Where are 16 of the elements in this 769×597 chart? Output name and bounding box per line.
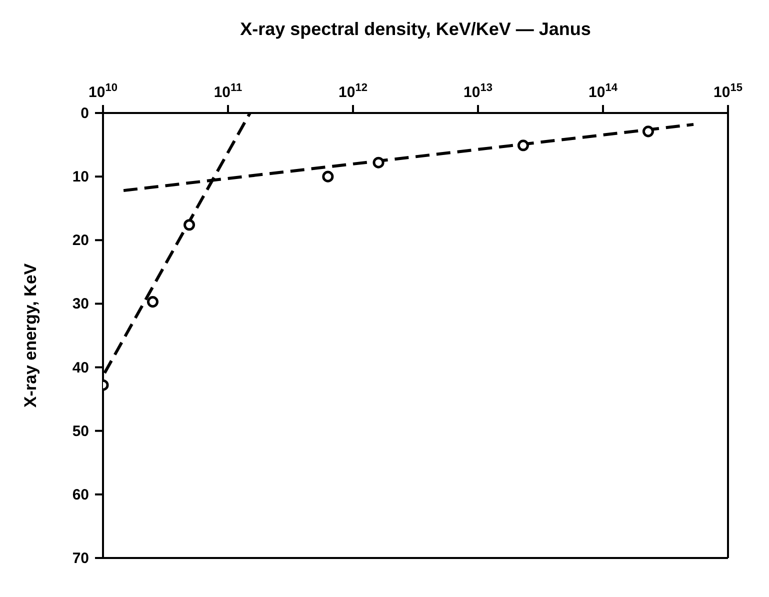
- x-tick-label: 10$^{13}$: [464, 82, 492, 101]
- x-tick-label: 10$^{11}$: [214, 82, 242, 101]
- y-axis-title: X-ray energy, KeV: [21, 262, 40, 408]
- y-tick-label: 50: [72, 422, 89, 440]
- y-tick-label: 60: [72, 486, 89, 504]
- y-tick-label: 70: [72, 550, 89, 567]
- x-axis-title: X-ray spectral density, KeV/KeV — Janus: [240, 18, 591, 39]
- x-tick-label: 10$^{14}$: [588, 82, 618, 101]
- x-tick-label: 10$^{15}$: [714, 82, 742, 101]
- y-tick-label: 40: [72, 359, 89, 376]
- y-tick-label: 30: [72, 296, 89, 313]
- y-tick-label: 0: [80, 105, 89, 122]
- y-tick-label: 10: [72, 168, 89, 186]
- y-tick-label: 20: [72, 232, 89, 250]
- x-tick-label: 10$^{12}$: [338, 82, 368, 101]
- x-tick-label: 10$^{10}$: [88, 82, 118, 101]
